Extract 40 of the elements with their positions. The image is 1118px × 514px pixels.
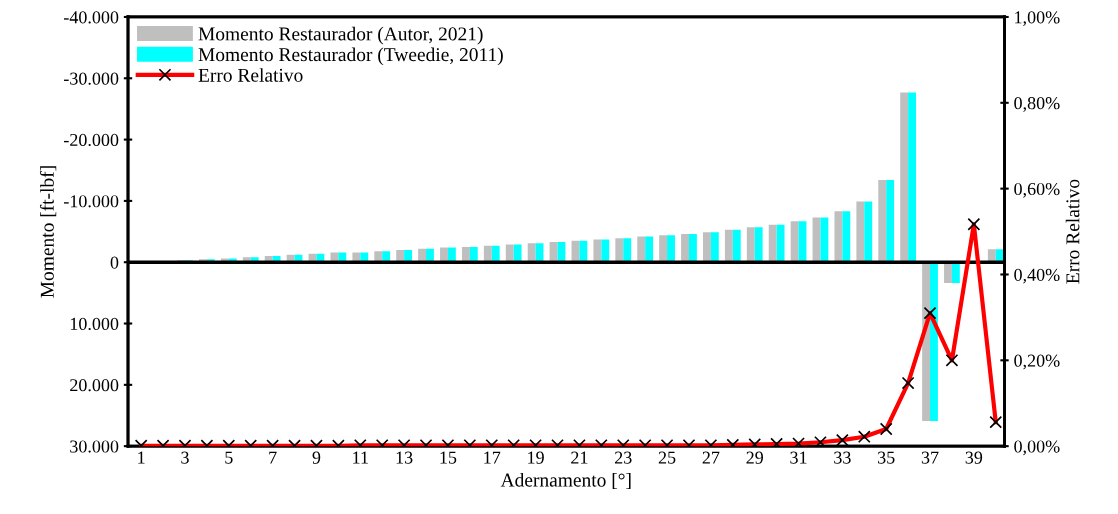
y-tick-label: -20.000 bbox=[63, 133, 119, 147]
y2-tick-label: 0,40% bbox=[1014, 268, 1060, 284]
x-tick-label: 37 bbox=[921, 451, 939, 464]
x-tick-label: 11 bbox=[353, 451, 368, 464]
y-tick-label: 20.000 bbox=[70, 379, 119, 392]
x-tick-label: 23 bbox=[615, 451, 632, 464]
x-tick-label: 7 bbox=[269, 451, 277, 464]
x-tick-label: 35 bbox=[878, 451, 895, 464]
x-tick-label: 9 bbox=[312, 451, 321, 464]
y-axis-title: Momento [ft-lbf] bbox=[39, 166, 57, 298]
x-tick-label: 25 bbox=[658, 451, 676, 464]
x-tick-label: 29 bbox=[746, 451, 764, 464]
x-tick-label: 19 bbox=[528, 451, 544, 464]
y-tick-label: -30.000 bbox=[63, 72, 119, 85]
y-tick-label: -10.000 bbox=[63, 195, 119, 208]
x-tick-label: 3 bbox=[181, 451, 189, 464]
x-tick-label: 5 bbox=[225, 451, 233, 464]
x-tick-label: 13 bbox=[396, 451, 413, 464]
x-tick-label: 31 bbox=[790, 451, 807, 464]
y2-tick-label: 1,00% bbox=[1015, 11, 1060, 26]
y-tick-label: 10.000 bbox=[70, 317, 119, 331]
y2-tick-label: 0,00% bbox=[1014, 440, 1060, 456]
y2-tick-label: 0,60% bbox=[1014, 182, 1060, 198]
y-tick-label: 0 bbox=[110, 256, 119, 269]
x-axis-title: Adernamento [°] bbox=[500, 472, 631, 490]
y-tick-label: 30.000 bbox=[70, 440, 119, 453]
x-tick-label: 33 bbox=[834, 451, 851, 464]
y2-tick-label: 0,80% bbox=[1014, 97, 1060, 112]
y2-tick-label: 0,20% bbox=[1014, 354, 1060, 370]
x-tick-label: 1 bbox=[138, 451, 145, 464]
legend-label: Momento Restaurador (Autor, 2021) bbox=[198, 26, 483, 45]
x-tick-label: 27 bbox=[702, 451, 720, 464]
legend-label: Momento Restaurador (Tweedie, 2011) bbox=[198, 47, 503, 66]
y-tick-label: -40.000 bbox=[63, 11, 119, 24]
x-tick-label: 39 bbox=[965, 451, 983, 464]
y2-axis-title: Erro Relativo bbox=[1065, 179, 1080, 284]
legend-label: Erro Relativo bbox=[198, 68, 303, 82]
x-tick-label: 21 bbox=[571, 451, 588, 464]
x-tick-label: 17 bbox=[484, 451, 501, 464]
x-tick-label: 15 bbox=[440, 451, 457, 464]
